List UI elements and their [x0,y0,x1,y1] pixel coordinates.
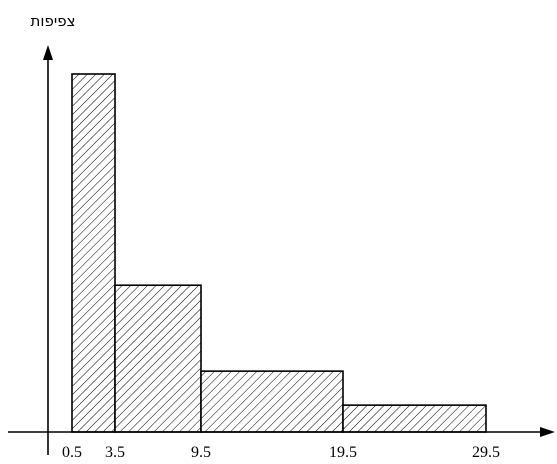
x-tick-labels: 0.5 3.5 9.5 19.5 29.5 [62,444,500,461]
x-tick-label: 19.5 [329,444,357,461]
x-axis-arrowhead [540,427,555,437]
y-axis-arrowhead [43,45,53,60]
x-tick-label: 29.5 [472,444,500,461]
histogram-bar-3 [200,370,344,433]
x-tick-label: 3.5 [105,444,125,461]
bars-layer [71,73,487,433]
histogram-bar-1 [71,73,116,433]
histogram-bar-2 [114,284,202,433]
histogram-bar-4 [342,404,487,433]
y-axis-label: צפיפות [31,12,76,30]
x-tick-label: 0.5 [62,444,82,461]
x-tick-label: 9.5 [191,444,211,461]
axes-layer [8,45,555,455]
